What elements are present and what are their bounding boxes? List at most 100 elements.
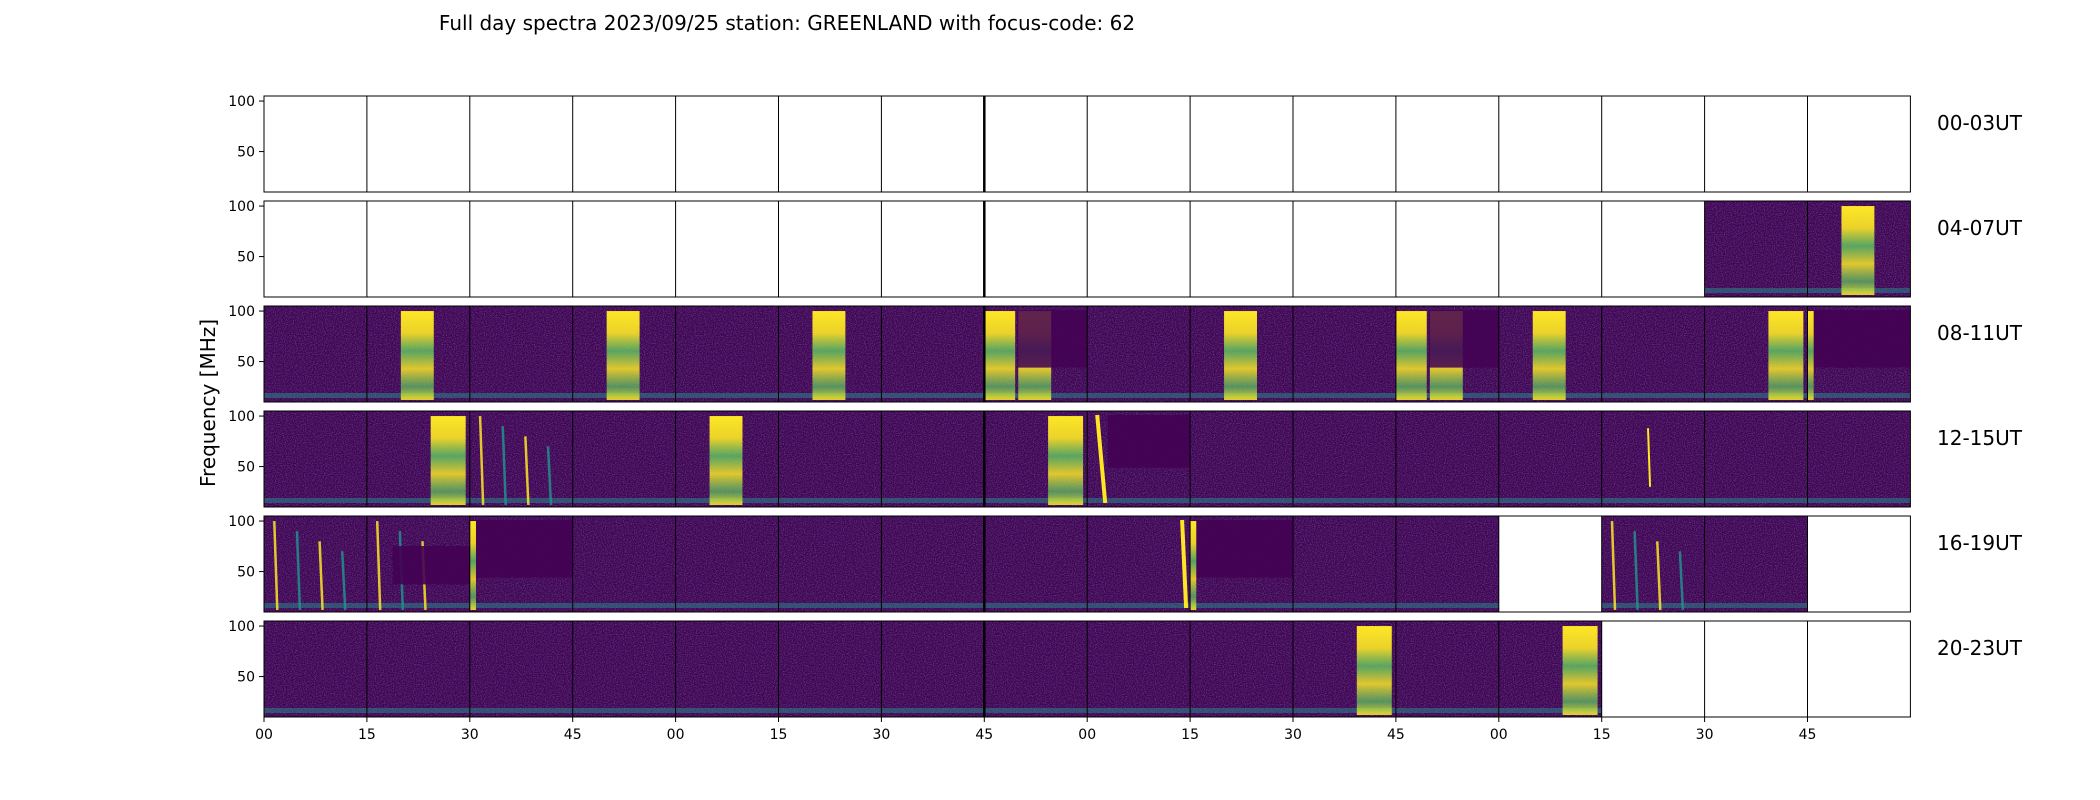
row-label: 04-07UT bbox=[1937, 216, 2023, 240]
spectrogram-noise bbox=[1704, 411, 1808, 507]
low-frequency-band bbox=[1601, 393, 1705, 398]
spike-line bbox=[524, 436, 530, 506]
low-frequency-band bbox=[264, 603, 367, 608]
y-tick-label: 100 bbox=[228, 409, 255, 425]
spectrogram-noise bbox=[1395, 411, 1499, 507]
type-iii-burst bbox=[1180, 519, 1189, 609]
low-frequency-band bbox=[1087, 498, 1191, 503]
low-frequency-band bbox=[366, 708, 470, 713]
low-frequency-band bbox=[881, 708, 985, 713]
low-frequency-band bbox=[1601, 603, 1705, 608]
low-frequency-band bbox=[1807, 498, 1911, 503]
y-tick-label: 50 bbox=[237, 565, 255, 581]
low-frequency-band bbox=[1807, 393, 1911, 398]
spectrogram-noise bbox=[1395, 621, 1499, 717]
spectrogram-noise bbox=[572, 411, 676, 507]
low-frequency-band bbox=[778, 603, 882, 608]
x-tick-label: 45 bbox=[564, 727, 582, 743]
low-frequency-band bbox=[469, 708, 573, 713]
spectrogram-noise bbox=[675, 516, 779, 612]
spectrogram-noise bbox=[1087, 621, 1191, 717]
broadband-burst bbox=[984, 311, 1016, 400]
spectrogram-noise bbox=[1601, 411, 1705, 507]
x-tick-label: 00 bbox=[1078, 727, 1096, 743]
low-frequency-band bbox=[366, 498, 470, 503]
broadband-burst bbox=[1356, 626, 1392, 715]
x-tick-label: 30 bbox=[1284, 727, 1302, 743]
low-frequency-band bbox=[572, 708, 676, 713]
broadband-burst bbox=[606, 311, 640, 400]
spike-line bbox=[546, 446, 553, 506]
spectrogram-noise bbox=[366, 621, 470, 717]
spectrogram-noise bbox=[1395, 516, 1499, 612]
low-frequency-band bbox=[1704, 603, 1808, 608]
low-frequency-band bbox=[675, 393, 779, 398]
low-frequency-band bbox=[1704, 393, 1808, 398]
spike-line bbox=[1656, 541, 1662, 611]
spectrogram-noise bbox=[881, 411, 985, 507]
row-label: 20-23UT bbox=[1937, 636, 2023, 660]
spike-line bbox=[501, 426, 507, 506]
broadband-burst bbox=[1224, 311, 1257, 400]
broadband-burst bbox=[430, 416, 466, 505]
x-tick-label: 45 bbox=[1799, 727, 1817, 743]
low-frequency-band bbox=[1293, 708, 1396, 713]
spectrogram-noise bbox=[1087, 306, 1191, 402]
spectrogram-noise bbox=[1498, 411, 1602, 507]
type-iii-burst bbox=[1095, 414, 1108, 504]
broadband-burst bbox=[1190, 521, 1197, 610]
low-frequency-band bbox=[264, 393, 367, 398]
broadband-burst bbox=[1768, 311, 1804, 400]
spectrogram-noise bbox=[264, 306, 367, 402]
broadband-burst bbox=[469, 521, 476, 610]
spike-line bbox=[1633, 531, 1639, 611]
spectrogram-noise bbox=[264, 411, 367, 507]
x-tick-label: 30 bbox=[461, 727, 479, 743]
low-frequency-band bbox=[469, 393, 573, 398]
x-tick-label: 15 bbox=[358, 727, 376, 743]
low-frequency-band bbox=[1395, 498, 1499, 503]
y-tick-label: 100 bbox=[228, 514, 255, 530]
y-axis-label: Frequency [MHz] bbox=[196, 319, 220, 487]
spectrogram-noise bbox=[778, 516, 882, 612]
broadband-burst bbox=[1562, 626, 1598, 715]
spectrogram-noise bbox=[881, 306, 985, 402]
quiet-region bbox=[1107, 415, 1191, 468]
x-tick-label: 00 bbox=[667, 727, 685, 743]
row-label: 16-19UT bbox=[1937, 531, 2023, 555]
x-tick-label: 00 bbox=[255, 727, 273, 743]
low-frequency-band bbox=[1190, 498, 1293, 503]
broadband-burst bbox=[812, 311, 846, 400]
spectrogram-noise bbox=[1190, 621, 1293, 717]
spectrogram-noise bbox=[778, 411, 882, 507]
spectrogram-noise bbox=[881, 516, 985, 612]
y-tick-label: 50 bbox=[237, 670, 255, 686]
y-tick-label: 50 bbox=[237, 145, 255, 161]
spectrogram-noise bbox=[1601, 516, 1705, 612]
low-frequency-band bbox=[881, 393, 985, 398]
spectrogram-noise bbox=[1704, 516, 1808, 612]
spectrogram-noise bbox=[881, 621, 985, 717]
spectrogram-noise bbox=[1190, 411, 1293, 507]
spectrogram-noise bbox=[572, 516, 676, 612]
low-frequency-band bbox=[881, 603, 985, 608]
y-tick-label: 100 bbox=[228, 304, 255, 320]
low-frequency-band bbox=[1190, 603, 1293, 608]
low-frequency-band bbox=[778, 708, 882, 713]
x-tick-label: 30 bbox=[1696, 727, 1714, 743]
low-frequency-band bbox=[1395, 708, 1499, 713]
low-frequency-band bbox=[1704, 498, 1808, 503]
x-tick-label: 45 bbox=[975, 727, 993, 743]
low-frequency-band bbox=[1704, 288, 1808, 293]
low-frequency-band bbox=[264, 498, 367, 503]
spectrogram-noise bbox=[1807, 411, 1911, 507]
low-frequency-band bbox=[1190, 708, 1293, 713]
quiet-region bbox=[1190, 520, 1293, 578]
quiet-region bbox=[1428, 310, 1499, 368]
x-tick-label: 00 bbox=[1490, 727, 1508, 743]
spectrogram-noise bbox=[675, 621, 779, 717]
spectrogram-noise bbox=[1293, 411, 1396, 507]
broadband-burst bbox=[1048, 416, 1084, 505]
row-label: 00-03UT bbox=[1937, 111, 2023, 135]
